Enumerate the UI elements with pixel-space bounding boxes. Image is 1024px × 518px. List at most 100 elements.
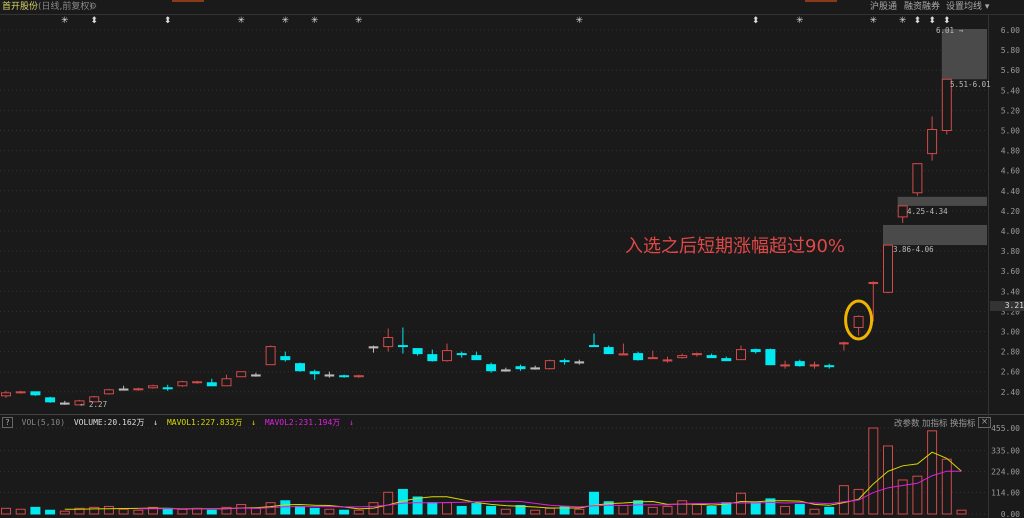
price-tick-label: 3.00 [1001, 328, 1020, 337]
candle[interactable] [691, 352, 702, 357]
candle[interactable] [809, 361, 820, 369]
candle[interactable] [280, 351, 291, 362]
candle[interactable] [148, 384, 158, 389]
candle[interactable] [721, 356, 732, 362]
mavol1-line [64, 451, 962, 510]
candle[interactable] [133, 387, 144, 391]
candle[interactable] [471, 351, 482, 361]
candle[interactable] [897, 205, 908, 223]
candle[interactable] [1, 390, 11, 398]
candle[interactable] [353, 374, 364, 378]
price-tick-label: 2.60 [1001, 368, 1020, 377]
set-ma-dropdown[interactable]: 设置均线 ▾ [946, 2, 990, 12]
candle[interactable] [486, 362, 497, 373]
candle[interactable] [883, 244, 893, 294]
switch-indicator-button[interactable]: 换指标 [950, 419, 976, 429]
candle[interactable] [647, 350, 658, 360]
candle[interactable] [603, 345, 614, 355]
help-icon[interactable]: ? [2, 417, 13, 428]
candle[interactable] [118, 385, 129, 391]
link-margin-trading[interactable]: 融资融券 [904, 2, 941, 12]
candle[interactable] [412, 348, 423, 356]
candle[interactable] [324, 371, 335, 378]
candle[interactable] [839, 341, 849, 351]
candle[interactable] [633, 351, 644, 361]
volume-bar [442, 502, 452, 515]
candle[interactable] [30, 391, 41, 396]
volume-bar [456, 505, 467, 515]
candle[interactable] [544, 359, 555, 370]
candle[interactable] [677, 353, 688, 359]
candle[interactable] [309, 369, 320, 380]
candle[interactable] [618, 343, 629, 356]
candle[interactable] [530, 365, 541, 370]
candle[interactable] [397, 327, 408, 354]
candle-body [221, 378, 232, 387]
gear-icon[interactable]: ⚙ [89, 2, 98, 12]
link-hk-connect[interactable]: 沪股通 [870, 2, 898, 12]
candle-body [559, 360, 570, 363]
candle[interactable] [589, 333, 599, 348]
candle[interactable] [295, 362, 305, 372]
edit-params-button[interactable]: 改参数 [894, 419, 920, 429]
candle-body [59, 402, 70, 405]
candle[interactable] [339, 374, 350, 378]
gap-label: 5.51-6.01 [950, 80, 991, 89]
candle[interactable] [765, 348, 776, 366]
add-indicator-button[interactable]: 加指标 [922, 419, 948, 429]
candle[interactable] [221, 374, 232, 387]
candle[interactable] [251, 372, 261, 377]
candle[interactable] [750, 348, 761, 354]
gap-zone [941, 28, 987, 80]
candle[interactable] [559, 358, 570, 365]
volume-bar [677, 500, 688, 515]
candle[interactable] [912, 163, 923, 196]
candle[interactable] [500, 367, 511, 372]
candle-body [794, 361, 805, 367]
candle[interactable] [59, 400, 70, 405]
candle-body [839, 342, 849, 345]
candle[interactable] [794, 359, 805, 367]
candle[interactable] [236, 371, 247, 378]
mavol1-value: MAVOL1:227.833万 ↓ [166, 418, 257, 427]
candle[interactable] [177, 380, 188, 387]
candle[interactable] [206, 378, 217, 387]
candle[interactable] [368, 345, 379, 353]
candle[interactable] [824, 363, 835, 369]
volume-bar [589, 491, 599, 515]
candle[interactable] [45, 396, 56, 403]
candle[interactable] [736, 345, 746, 361]
candle[interactable] [941, 78, 952, 135]
candle[interactable] [162, 384, 173, 391]
candle[interactable] [515, 364, 526, 371]
volume-bar [89, 506, 100, 515]
candle-body [706, 355, 717, 359]
candle[interactable] [442, 343, 452, 362]
candle[interactable] [706, 353, 717, 359]
candle[interactable] [192, 380, 203, 384]
candle[interactable] [427, 349, 438, 362]
candle[interactable] [780, 360, 790, 369]
candle[interactable] [927, 116, 938, 161]
candle[interactable] [662, 356, 673, 363]
candle-body [118, 388, 129, 391]
close-icon[interactable]: × [978, 417, 992, 428]
current-price-label: 3.21 [990, 301, 1024, 311]
candle[interactable] [89, 395, 100, 403]
candle[interactable] [456, 351, 467, 358]
volume-bar [103, 505, 114, 515]
low-value: 2.27 [89, 400, 108, 409]
candle[interactable] [868, 281, 879, 322]
candle[interactable] [383, 328, 394, 352]
candle[interactable] [265, 345, 276, 366]
candle[interactable] [103, 388, 114, 395]
candle[interactable] [15, 390, 26, 394]
candle[interactable] [74, 399, 85, 406]
candle-body [353, 375, 364, 378]
candle[interactable] [853, 315, 864, 336]
candle-body [442, 350, 452, 362]
volume-bar [500, 508, 511, 515]
candle[interactable] [574, 359, 585, 365]
star-icon: ✳ [576, 16, 584, 26]
